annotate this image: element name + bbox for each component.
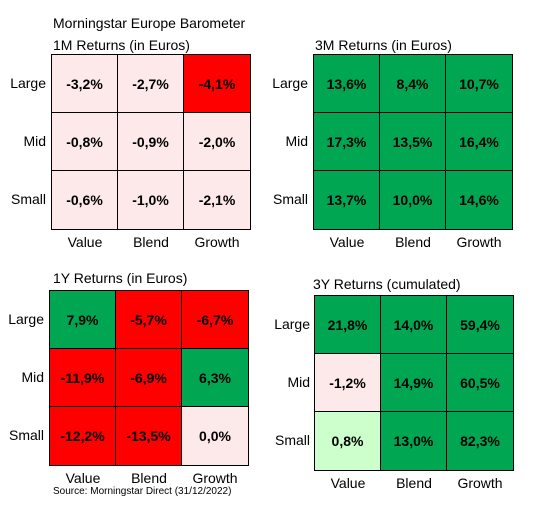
panel-1-cell-large-blend: -2,7% [118, 55, 184, 113]
panel-4-col-label-value: Value [330, 475, 366, 491]
panel-2-col-label-growth: Growth [456, 234, 502, 250]
panel-2-cell-mid-value: 17,3% [314, 113, 380, 171]
panel-2-cell-large-blend: 8,4% [380, 55, 446, 113]
panel-4-cell-large-blend: 14,0% [381, 296, 447, 354]
panel-1-cell-small-value: -0,6% [52, 171, 118, 229]
panel-3-col-label-growth: Growth [192, 470, 238, 486]
panel-2-title: 3M Returns (in Euros) [315, 37, 452, 53]
panel-3-cell-mid-value: -11,9% [50, 349, 116, 407]
panel-3-cell-large-growth: -6,7% [182, 291, 248, 349]
panel-3-cell-small-value: -12,2% [50, 407, 116, 465]
panel-3-cell-small-blend: -13,5% [116, 407, 182, 465]
panel-4-row-label-small: Small [274, 432, 310, 448]
panel-3-cell-small-growth: 0,0% [182, 407, 248, 465]
panel-1-col-label-value: Value [67, 234, 103, 250]
barometer-title: Morningstar Europe Barometer [53, 15, 246, 31]
panel-2-row-label-large: Large [272, 75, 308, 91]
panel-4-col-label-blend: Blend [396, 475, 432, 491]
panel-2-col-label-blend: Blend [395, 234, 431, 250]
panel-3-cell-mid-growth: 6,3% [182, 349, 248, 407]
panel-2-cell-small-value: 13,7% [314, 171, 380, 229]
panel-4-cell-large-growth: 59,4% [447, 296, 513, 354]
panel-3-col-label-blend: Blend [131, 470, 167, 486]
panel-3-row-label-mid: Mid [21, 369, 44, 385]
panel-1-cell-mid-value: -0,8% [52, 113, 118, 171]
panel-3-cell-mid-blend: -6,9% [116, 349, 182, 407]
panel-4-cell-small-value: 0,8% [315, 412, 381, 470]
panel-3-row-label-large: Large [8, 311, 44, 327]
panel-4-cell-large-value: 21,8% [315, 296, 381, 354]
panel-1-title: 1M Returns (in Euros) [53, 37, 190, 53]
panel-1-cell-small-blend: -1,0% [118, 171, 184, 229]
panel-4-cell-small-blend: 13,0% [381, 412, 447, 470]
panel-3-cell-large-blend: -5,7% [116, 291, 182, 349]
panel-4-row-label-mid: Mid [287, 374, 310, 390]
panel-4-title: 3Y Returns (cumulated) [313, 276, 461, 292]
panel-1-cell-large-growth: -4,1% [184, 55, 250, 113]
panel-4-row-label-large: Large [274, 316, 310, 332]
panel-4-grid: 21,8% 14,0% 59,4% -1,2% 14,9% 60,5% 0,8% 13,0% 8… [314, 295, 514, 471]
panel-4-col-label-growth: Growth [457, 475, 503, 491]
panel-2-cell-large-growth: 10,7% [446, 55, 512, 113]
panel-3-row-label-small: Small [8, 427, 44, 443]
panel-2-row-label-mid: Mid [285, 133, 308, 149]
panel-4-cell-small-growth: 82,3% [447, 412, 513, 470]
panel-1-grid: -3,2% -2,7% -4,1% -0,8% -0,9% -2,0% -0,6% -1,0%… [51, 54, 251, 230]
panel-3-cell-large-value: 7,9% [50, 291, 116, 349]
panel-1-row-label-mid: Mid [23, 133, 46, 149]
source-note: Source: Morningstar Direct (31/12/2022) [53, 486, 232, 497]
panel-4-cell-mid-growth: 60,5% [447, 354, 513, 412]
panel-3-grid: 7,9% -5,7% -6,7% -11,9% -6,9% 6,3% -12,2% -13,5… [49, 290, 249, 466]
panel-3-col-label-value: Value [65, 470, 101, 486]
panel-2-cell-mid-blend: 13,5% [380, 113, 446, 171]
panel-1-cell-small-growth: -2,1% [184, 171, 250, 229]
panel-1-col-label-blend: Blend [133, 234, 169, 250]
panel-2-cell-small-blend: 10,0% [380, 171, 446, 229]
panel-2-row-label-small: Small [272, 191, 308, 207]
panel-1-cell-mid-growth: -2,0% [184, 113, 250, 171]
panel-2-cell-large-value: 13,6% [314, 55, 380, 113]
panel-2-grid: 13,6% 8,4% 10,7% 17,3% 13,5% 16,4% 13,7% 10,0% 1… [313, 54, 513, 230]
panel-2-col-label-value: Value [329, 234, 365, 250]
panel-1-col-label-growth: Growth [194, 234, 240, 250]
panel-4-cell-mid-blend: 14,9% [381, 354, 447, 412]
panel-4-cell-mid-value: -1,2% [315, 354, 381, 412]
panel-1-row-label-large: Large [10, 75, 46, 91]
panel-1-cell-mid-blend: -0,9% [118, 113, 184, 171]
panel-2-cell-mid-growth: 16,4% [446, 113, 512, 171]
panel-2-cell-small-growth: 14,6% [446, 171, 512, 229]
panel-3-title: 1Y Returns (in Euros) [53, 270, 188, 286]
panel-1-cell-large-value: -3,2% [52, 55, 118, 113]
panel-1-row-label-small: Small [10, 191, 46, 207]
